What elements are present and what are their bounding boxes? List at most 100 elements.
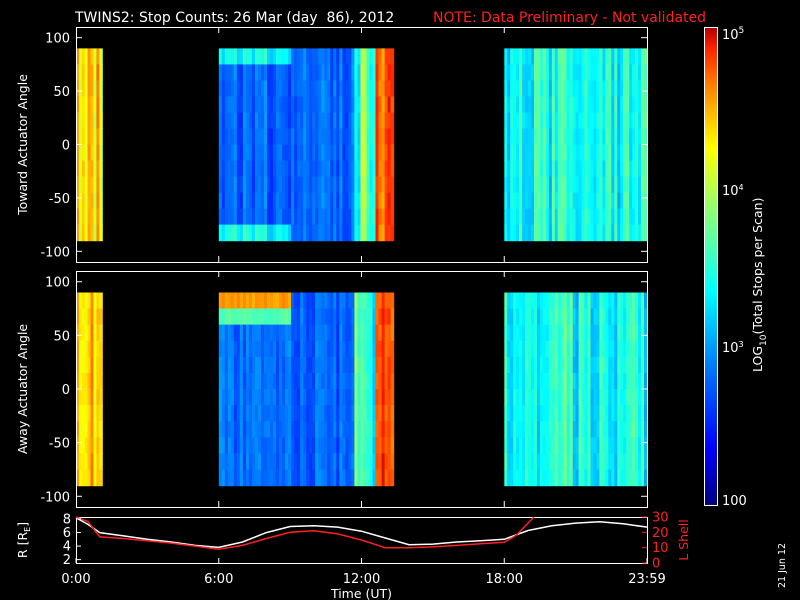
heatmap-cell (525, 372, 529, 390)
heatmap-cell (363, 224, 368, 242)
heatmap-cell (273, 192, 277, 210)
heatmap-cell (348, 64, 352, 81)
heatmap-cell (270, 389, 274, 406)
heatmap-cell (345, 112, 349, 130)
heatmap-cell (78, 405, 83, 422)
heatmap-cell (528, 80, 532, 97)
heatmap-cell (239, 453, 244, 471)
heatmap-cell (375, 437, 380, 454)
heatmap-cell (545, 389, 550, 406)
heatmap-cell (342, 308, 346, 326)
heatmap-cell (78, 340, 83, 358)
heatmap-cell (96, 112, 100, 130)
heatmap-cell (242, 208, 247, 226)
heatmap-cell (321, 453, 325, 471)
heatmap-cell (90, 389, 94, 406)
heatmap-cell (333, 292, 337, 310)
heatmap-cell (635, 405, 639, 422)
heatmap-cell (294, 421, 298, 438)
heatmap-cell (345, 437, 349, 454)
heatmap-cell (614, 176, 618, 194)
heatmap-cell (387, 421, 392, 438)
heatmap-cell (626, 192, 630, 210)
heatmap-cell (245, 405, 250, 422)
heatmap-cell (321, 48, 325, 65)
heatmap-cell (590, 128, 595, 146)
heatmap-cell (99, 453, 103, 471)
heatmap-cell (81, 421, 86, 438)
heatmap-cell (306, 112, 310, 130)
heatmap-cell (324, 64, 328, 81)
heatmap-cell (507, 112, 511, 130)
heatmap-cell (351, 112, 355, 130)
heatmap-cell (626, 208, 630, 226)
heatmap-cell (569, 80, 574, 97)
heatmap-cell (375, 48, 380, 65)
heatmap-cell (366, 437, 371, 454)
heatmap-cell (644, 160, 648, 178)
heatmap-cell (581, 372, 586, 390)
heatmap-cell (342, 469, 346, 487)
heatmap-cell (312, 405, 316, 422)
heatmap-cell (357, 421, 361, 438)
left-tick-label: 2 (63, 553, 71, 568)
heatmap-cell (227, 144, 232, 162)
heatmap-cell (534, 324, 538, 342)
heatmap-cell (315, 421, 319, 438)
heatmap-cell (507, 96, 511, 113)
heatmap-cell (267, 389, 271, 406)
heatmap-cell (267, 48, 271, 65)
heatmap-cell (635, 308, 639, 326)
heatmap-cell (294, 176, 298, 194)
heatmap-cell (327, 224, 331, 242)
heatmap-cell (336, 405, 340, 422)
heatmap-cell (513, 340, 517, 358)
heatmap-cell (227, 208, 232, 226)
heatmap-cell (294, 324, 298, 342)
heatmap-cell (390, 453, 395, 471)
heatmap-cell (641, 469, 645, 487)
heatmap-cell (96, 308, 100, 326)
heatmap-cell (557, 176, 562, 194)
heatmap-cell (516, 112, 520, 130)
heatmap-cell (525, 405, 529, 422)
heatmap-cell (221, 453, 226, 471)
heatmap-cell (369, 372, 374, 390)
heatmap-cell (267, 356, 271, 374)
heatmap-cell (233, 96, 238, 113)
heatmap-cell (641, 128, 645, 146)
heatmap-cell (504, 405, 508, 422)
heatmap-cell (306, 48, 310, 65)
heatmap-cell (282, 160, 286, 178)
heatmap-cell (513, 80, 517, 97)
heatmap-cell (599, 112, 603, 130)
heatmap-cell (273, 112, 277, 130)
heatmap-cell (545, 48, 550, 65)
heatmap-cell (528, 208, 532, 226)
heatmap-cell (525, 112, 529, 130)
heatmap-cell (531, 112, 535, 130)
heatmap-cell (282, 308, 286, 326)
heatmap-cell (596, 64, 600, 81)
heatmap-cell (510, 176, 514, 194)
heatmap-cell (348, 469, 352, 487)
heatmap-cell (387, 128, 392, 146)
heatmap-cell (239, 421, 244, 438)
heatmap-cell (369, 389, 374, 406)
heatmap-cell (614, 48, 618, 65)
heatmap-cell (273, 356, 277, 374)
heatmap-cell (342, 324, 346, 342)
heatmap-cell (375, 453, 380, 471)
heatmap-cell (230, 176, 235, 194)
heatmap-cell (288, 421, 292, 438)
heatmap-cell (381, 437, 386, 454)
heatmap-cell (87, 389, 92, 406)
heatmap-cell (537, 208, 541, 226)
heatmap-cell (531, 421, 535, 438)
heatmap-cell (84, 421, 89, 438)
heatmap-cell (285, 176, 289, 194)
heatmap-cell (315, 96, 319, 113)
heatmap-cell (336, 324, 340, 342)
heatmap-cell (239, 389, 244, 406)
heatmap-cell (306, 308, 310, 326)
